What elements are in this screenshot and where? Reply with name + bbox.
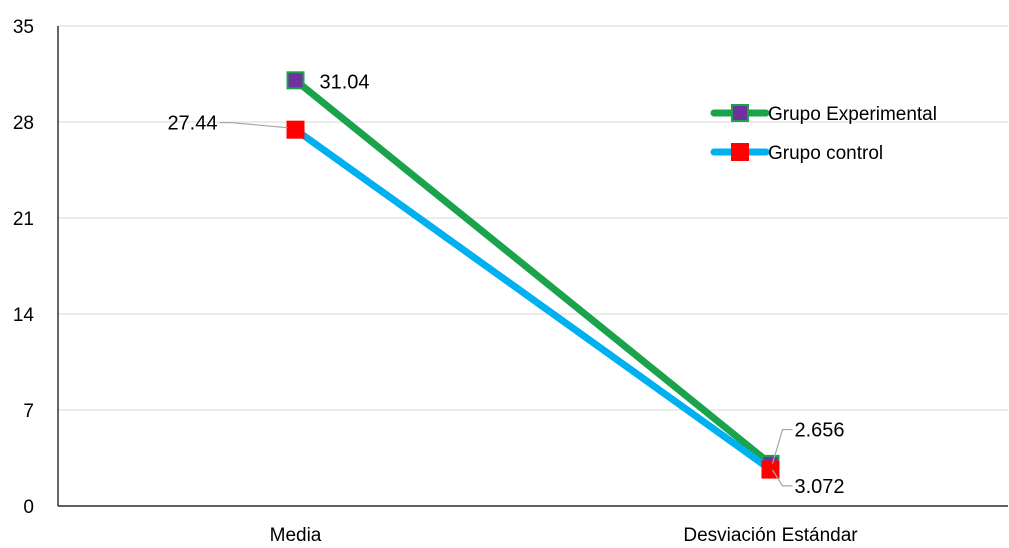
legend-entry-label: Grupo Experimental <box>768 104 937 125</box>
leader-line <box>219 122 288 129</box>
gridlines <box>58 25 1008 411</box>
y-tick-label: 7 <box>23 401 34 422</box>
series-layer <box>286 71 780 479</box>
y-tick-label: 14 <box>13 305 35 326</box>
x-category-label: Media <box>270 525 322 546</box>
data-label: 3.072 <box>795 476 845 498</box>
leader-line <box>771 469 793 487</box>
y-axis-ticks: 0 7 14 21 28 35 <box>13 17 35 518</box>
data-labels: 31.04 3.072 27.44 2.656 <box>167 71 844 498</box>
data-point <box>286 120 305 139</box>
y-tick-label: 21 <box>13 209 34 230</box>
data-label: 31.04 <box>320 71 370 93</box>
legend-entry-label: Grupo control <box>768 143 883 164</box>
data-point <box>286 71 305 90</box>
series-line-0 <box>292 76 774 468</box>
data-label: 2.656 <box>795 420 845 442</box>
x-axis-categories: Media Desviación Estándar <box>270 525 859 546</box>
legend-swatch-marker <box>731 143 749 161</box>
x-category-label: Desviación Estándar <box>683 525 858 546</box>
axes <box>57 26 1008 507</box>
y-tick-label: 35 <box>13 17 34 38</box>
series-line-1 <box>292 126 774 474</box>
legend: Grupo Experimental Grupo control <box>710 104 937 164</box>
leader-line <box>771 428 793 464</box>
legend-swatch-marker <box>731 104 749 122</box>
y-tick-label: 0 <box>23 497 34 518</box>
y-tick-label: 28 <box>13 113 34 134</box>
data-label: 27.44 <box>167 113 217 135</box>
